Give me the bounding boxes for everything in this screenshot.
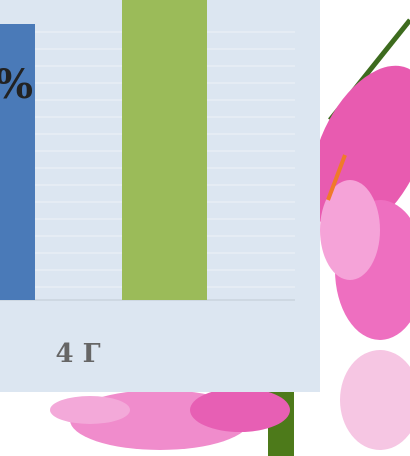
x-tick-label: 4 Г — [55, 339, 100, 369]
bar — [122, 0, 207, 300]
page: {"chart_data": {"type": "bar", "categori… — [0, 0, 410, 456]
screenshot: % 4 Г — [0, 0, 410, 456]
annotation: % — [0, 61, 33, 108]
